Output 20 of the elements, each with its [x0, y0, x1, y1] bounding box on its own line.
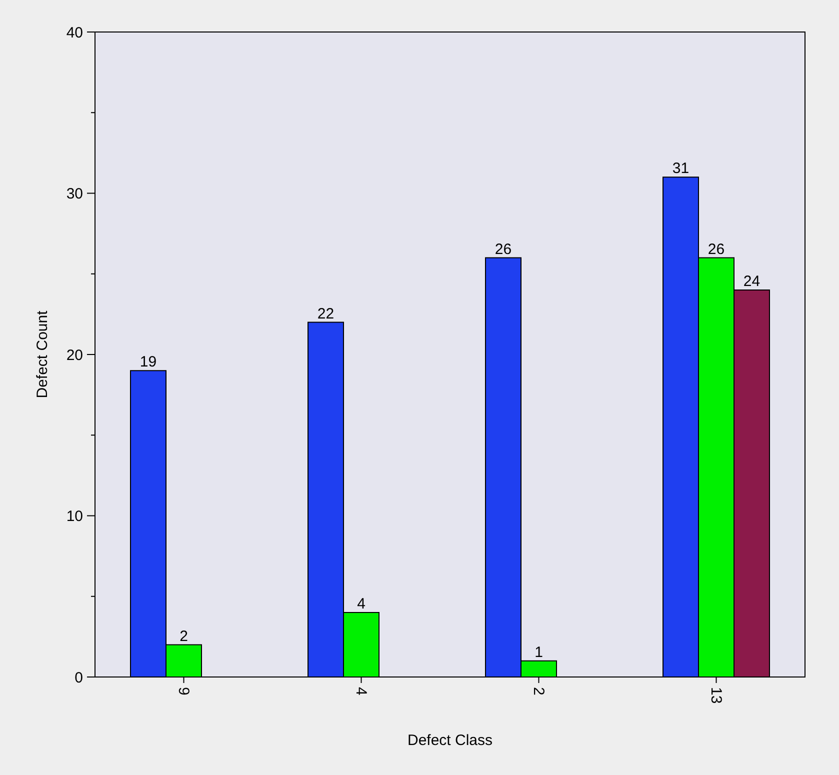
data-label: 4: [357, 596, 366, 612]
data-label: 2: [180, 628, 188, 645]
x-axis-title: Defect Class: [407, 732, 493, 749]
data-label: 26: [494, 240, 512, 258]
data-label: 26: [708, 240, 725, 258]
data-label: 31: [672, 160, 690, 178]
y-tick-label: 30: [66, 186, 83, 202]
data-label: 22: [317, 305, 334, 322]
y-tick-label: 40: [66, 24, 83, 42]
y-tick-label: 0: [74, 669, 83, 686]
y-axis-title: Defect Count: [34, 310, 51, 398]
data-label: 19: [140, 354, 157, 371]
x-tick-label: 4: [352, 687, 370, 696]
data-label: 1: [534, 644, 543, 661]
y-tick-label: 20: [66, 346, 83, 364]
data-label: 24: [743, 273, 760, 290]
x-tick-label: 2: [530, 687, 547, 696]
y-tick-label: 10: [66, 508, 83, 525]
x-tick-label: 13: [707, 687, 724, 704]
x-tick-label: 9: [174, 687, 192, 696]
